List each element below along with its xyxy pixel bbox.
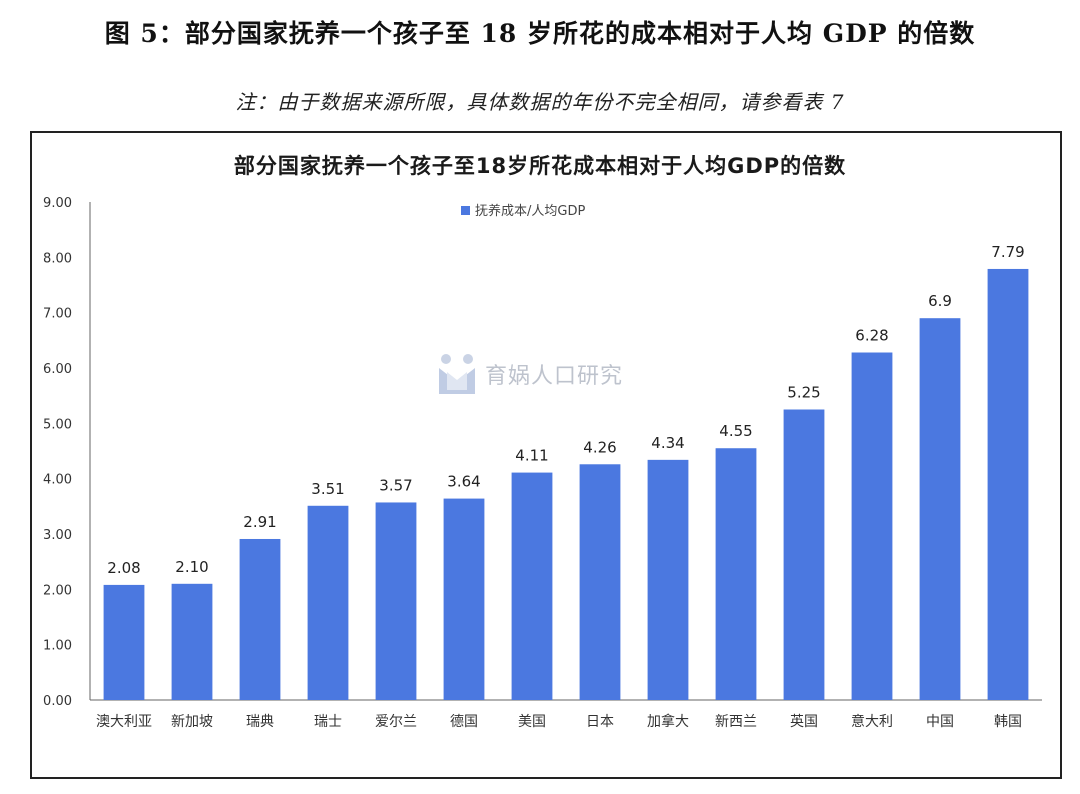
- bar: [919, 318, 961, 700]
- data-label: 2.91: [243, 513, 276, 531]
- x-tick-label: 英国: [790, 713, 818, 730]
- data-label: 5.25: [787, 384, 820, 402]
- x-tick-label: 新加坡: [171, 714, 213, 730]
- legend-swatch: [461, 206, 470, 215]
- y-tick-label: 3.00: [43, 528, 72, 543]
- x-tick-label: 德国: [450, 714, 478, 730]
- bar: [511, 472, 553, 700]
- yuwa-logo-icon: [439, 354, 475, 394]
- bar: [103, 584, 145, 700]
- data-label: 3.51: [311, 480, 344, 498]
- data-label: 3.57: [379, 476, 412, 494]
- bar: [783, 409, 825, 700]
- x-tick-label: 新西兰: [715, 714, 757, 730]
- data-label: 6.9: [928, 292, 952, 310]
- y-tick-label: 0.00: [43, 694, 72, 709]
- bar: [239, 538, 281, 700]
- chart-title: 部分国家抚养一个孩子至18岁所花成本相对于人均GDP的倍数: [233, 154, 847, 178]
- data-label: 7.79: [991, 243, 1024, 261]
- data-label: 4.34: [651, 434, 684, 452]
- figure-title: 图 5：部分国家抚养一个孩子至 18 岁所花的成本相对于人均 GDP 的倍数: [104, 19, 976, 48]
- x-axis: 澳大利亚 新加坡 瑞典 瑞士 爱尔兰 德国 美国 日本 加拿大 新西兰 英国 意大利 中国 韩国: [90, 699, 1042, 730]
- figure-note: 注：由于数据来源所限，具体数据的年份不完全相同，请参看表 7: [235, 90, 845, 114]
- x-tick-label: 澳大利亚: [96, 714, 152, 730]
- y-tick-label: 2.00: [43, 583, 72, 598]
- bar: [647, 459, 689, 700]
- bar: [375, 502, 417, 700]
- y-tick-label: 7.00: [43, 307, 72, 322]
- legend-label: 抚养成本/人均GDP: [475, 203, 585, 219]
- x-tick-label: 意大利: [851, 713, 893, 730]
- bar: [851, 352, 893, 700]
- data-label: 6.28: [855, 327, 888, 345]
- bar: [307, 505, 349, 700]
- x-tick-label: 瑞士: [314, 714, 342, 730]
- y-tick-label: 1.00: [43, 639, 72, 654]
- x-tick-label: 中国: [926, 714, 954, 730]
- x-tick-label: 韩国: [994, 714, 1022, 730]
- x-tick-label: 加拿大: [647, 713, 689, 730]
- data-label: 2.08: [107, 559, 140, 577]
- bar: [715, 448, 757, 700]
- data-label: 4.55: [719, 422, 752, 440]
- legend: 抚养成本/人均GDP: [461, 203, 585, 219]
- data-label: 3.64: [447, 473, 480, 491]
- x-tick-label: 瑞典: [246, 714, 274, 730]
- data-label: 2.10: [175, 558, 208, 576]
- bars: 2.08 2.10 2.91 3.51 3.57 3.64 4.11 4.26 4.34 4.55…: [103, 243, 1029, 700]
- x-tick-label: 日本: [586, 714, 614, 730]
- data-label: 4.11: [515, 447, 548, 465]
- bar: [443, 498, 485, 700]
- bar: [171, 583, 213, 700]
- y-axis: 0.00 1.00 2.00 3.00 4.00 5.00 6.00 7.00 8.00 9.00: [43, 196, 91, 709]
- watermark: 育娲人口研究: [437, 352, 623, 396]
- y-tick-label: 9.00: [43, 196, 72, 211]
- data-label: 4.26: [583, 438, 616, 456]
- bar: [987, 268, 1029, 700]
- x-tick-label: 爱尔兰: [375, 714, 417, 730]
- x-tick-label: 美国: [518, 714, 546, 730]
- bar: [579, 464, 621, 700]
- y-tick-label: 6.00: [43, 362, 72, 377]
- watermark-text: 育娲人口研究: [485, 364, 624, 389]
- y-tick-label: 8.00: [43, 251, 72, 266]
- y-tick-label: 5.00: [43, 417, 72, 432]
- y-tick-label: 4.00: [43, 473, 72, 488]
